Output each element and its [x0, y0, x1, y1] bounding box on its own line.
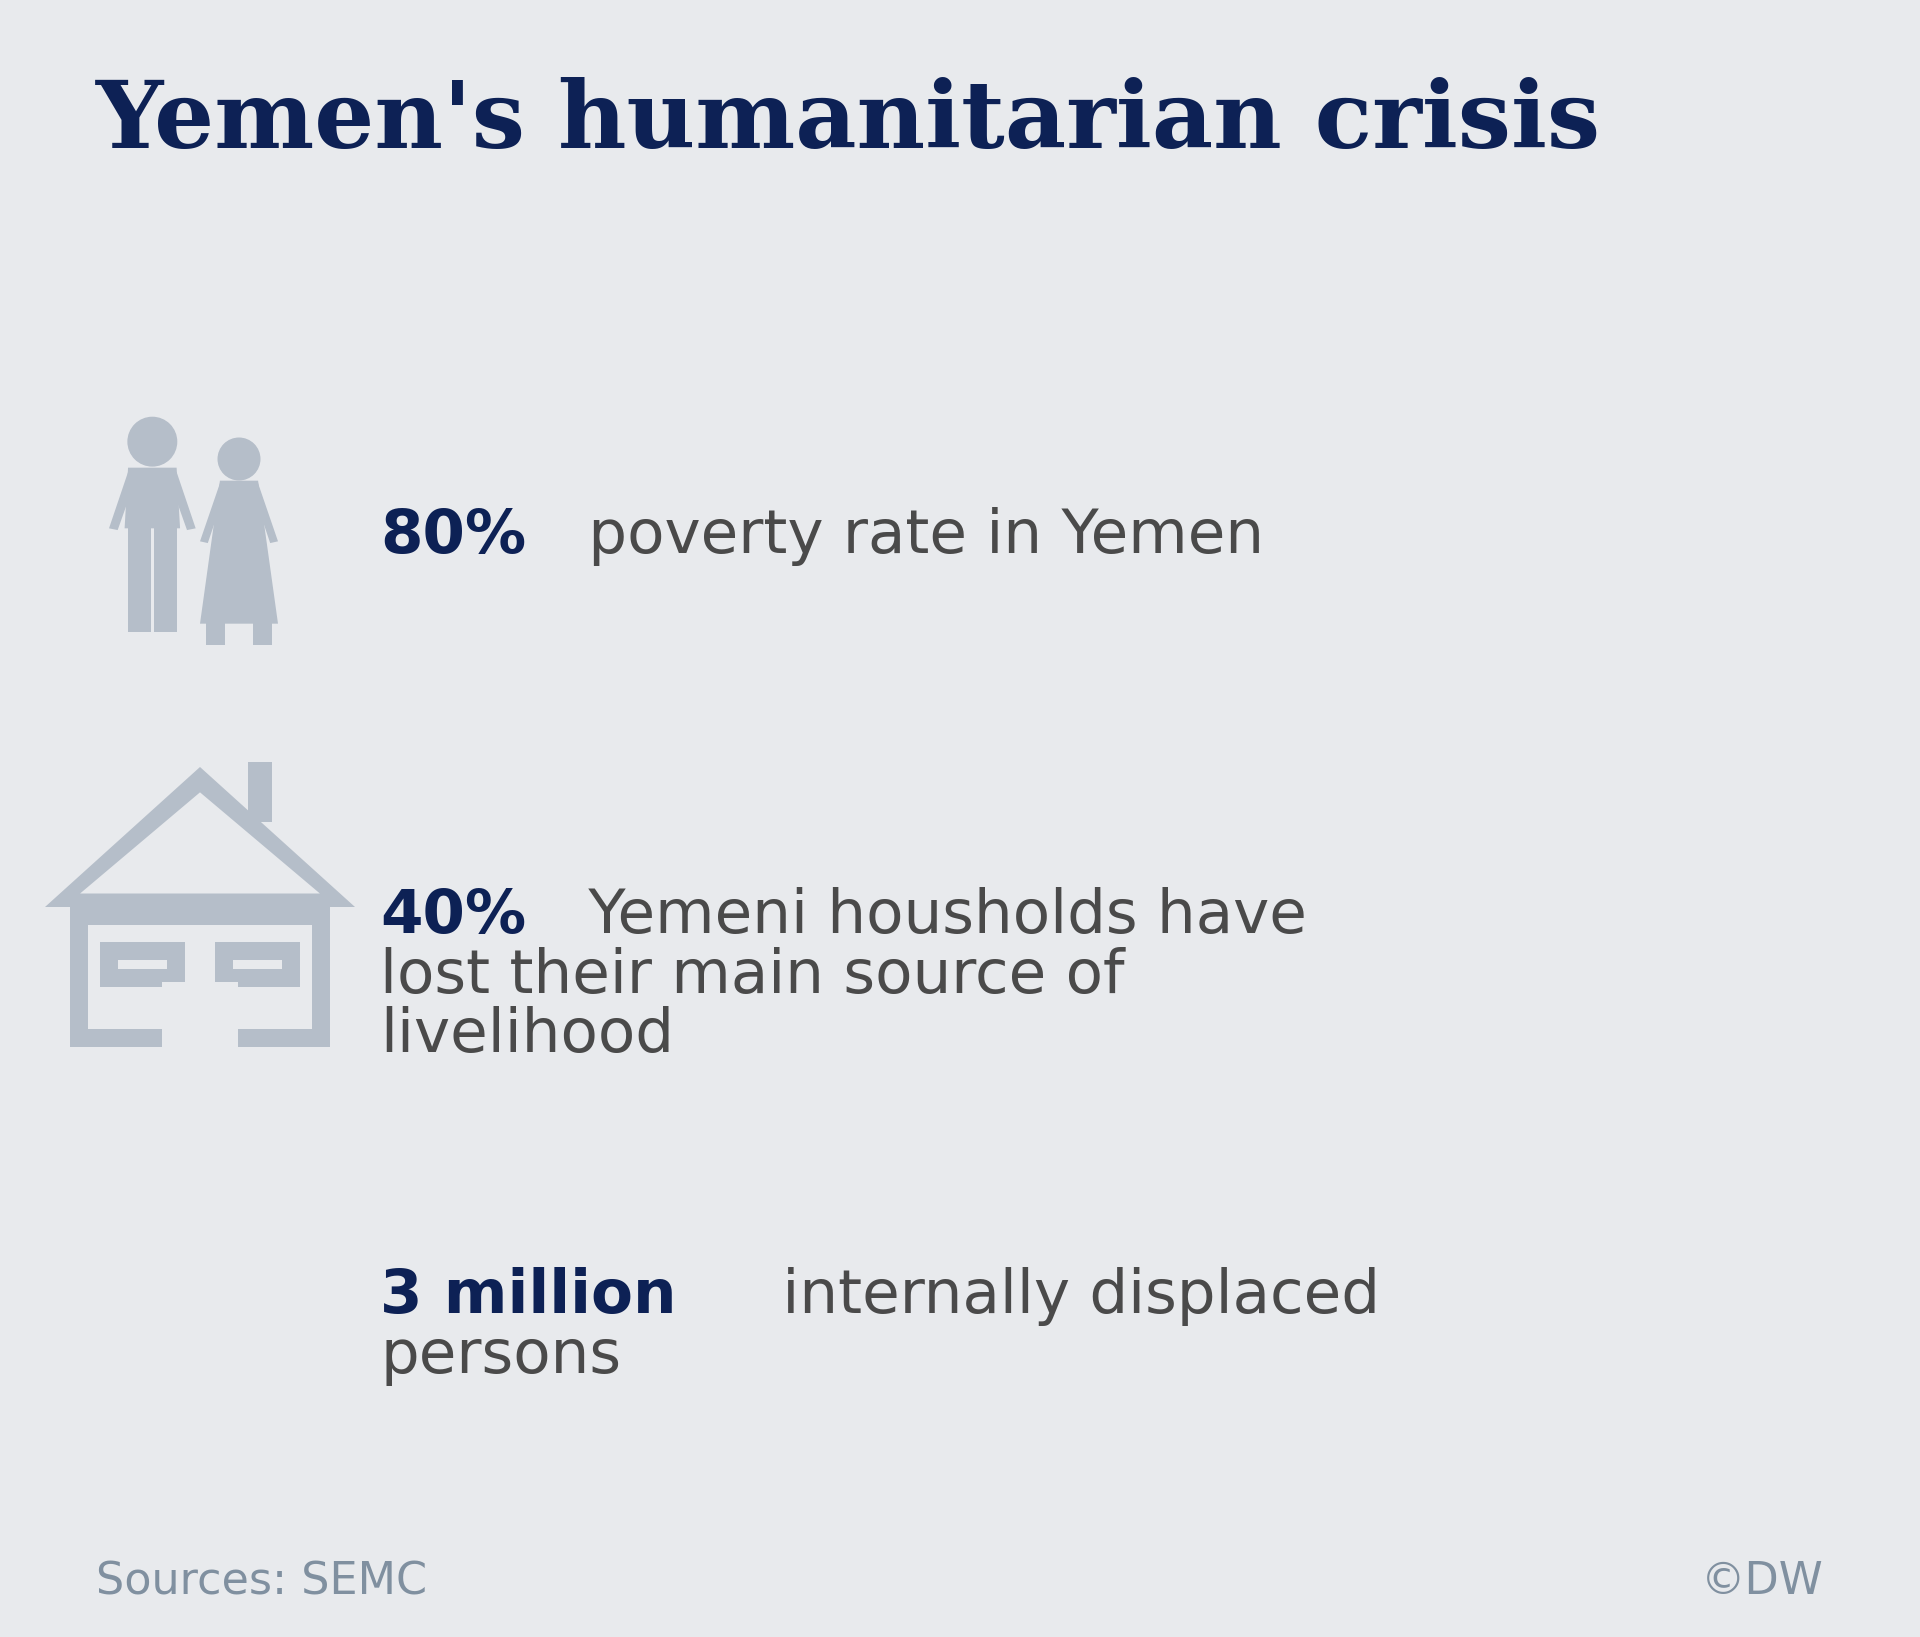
Text: Sources: SEMC: Sources: SEMC [96, 1560, 426, 1604]
Polygon shape [58, 1197, 173, 1385]
Polygon shape [117, 959, 167, 969]
Polygon shape [200, 481, 278, 624]
Polygon shape [63, 1354, 315, 1388]
Polygon shape [200, 483, 227, 543]
Polygon shape [129, 529, 150, 632]
Text: persons: persons [380, 1328, 622, 1387]
Text: Yemeni housholds have: Yemeni housholds have [568, 887, 1308, 946]
Text: poverty rate in Yemen: poverty rate in Yemen [568, 507, 1263, 566]
Text: Yemen's humanitarian crisis: Yemen's humanitarian crisis [96, 77, 1601, 167]
Text: 40%: 40% [380, 887, 526, 946]
Polygon shape [232, 959, 282, 969]
Polygon shape [167, 471, 196, 530]
Polygon shape [205, 620, 225, 645]
Polygon shape [100, 941, 184, 987]
Text: 3 million: 3 million [380, 1267, 676, 1326]
Circle shape [219, 439, 259, 480]
Polygon shape [244, 1188, 323, 1365]
Polygon shape [248, 761, 273, 822]
Polygon shape [154, 529, 177, 632]
Polygon shape [253, 620, 273, 645]
Polygon shape [163, 1184, 253, 1210]
Polygon shape [42, 1174, 332, 1393]
Polygon shape [69, 907, 330, 1048]
Polygon shape [215, 941, 300, 987]
Polygon shape [88, 925, 311, 1030]
Text: lost their main source of: lost their main source of [380, 946, 1125, 1005]
Polygon shape [248, 771, 273, 822]
Polygon shape [81, 792, 321, 894]
Polygon shape [44, 768, 355, 907]
Polygon shape [252, 483, 278, 543]
Polygon shape [161, 982, 238, 1048]
Polygon shape [109, 471, 136, 530]
Text: livelihood: livelihood [380, 1007, 674, 1066]
Text: internally displaced: internally displaced [762, 1267, 1380, 1326]
Text: 80%: 80% [380, 507, 526, 566]
Polygon shape [125, 468, 180, 529]
Text: ©DW: ©DW [1701, 1560, 1824, 1604]
Circle shape [129, 417, 177, 467]
